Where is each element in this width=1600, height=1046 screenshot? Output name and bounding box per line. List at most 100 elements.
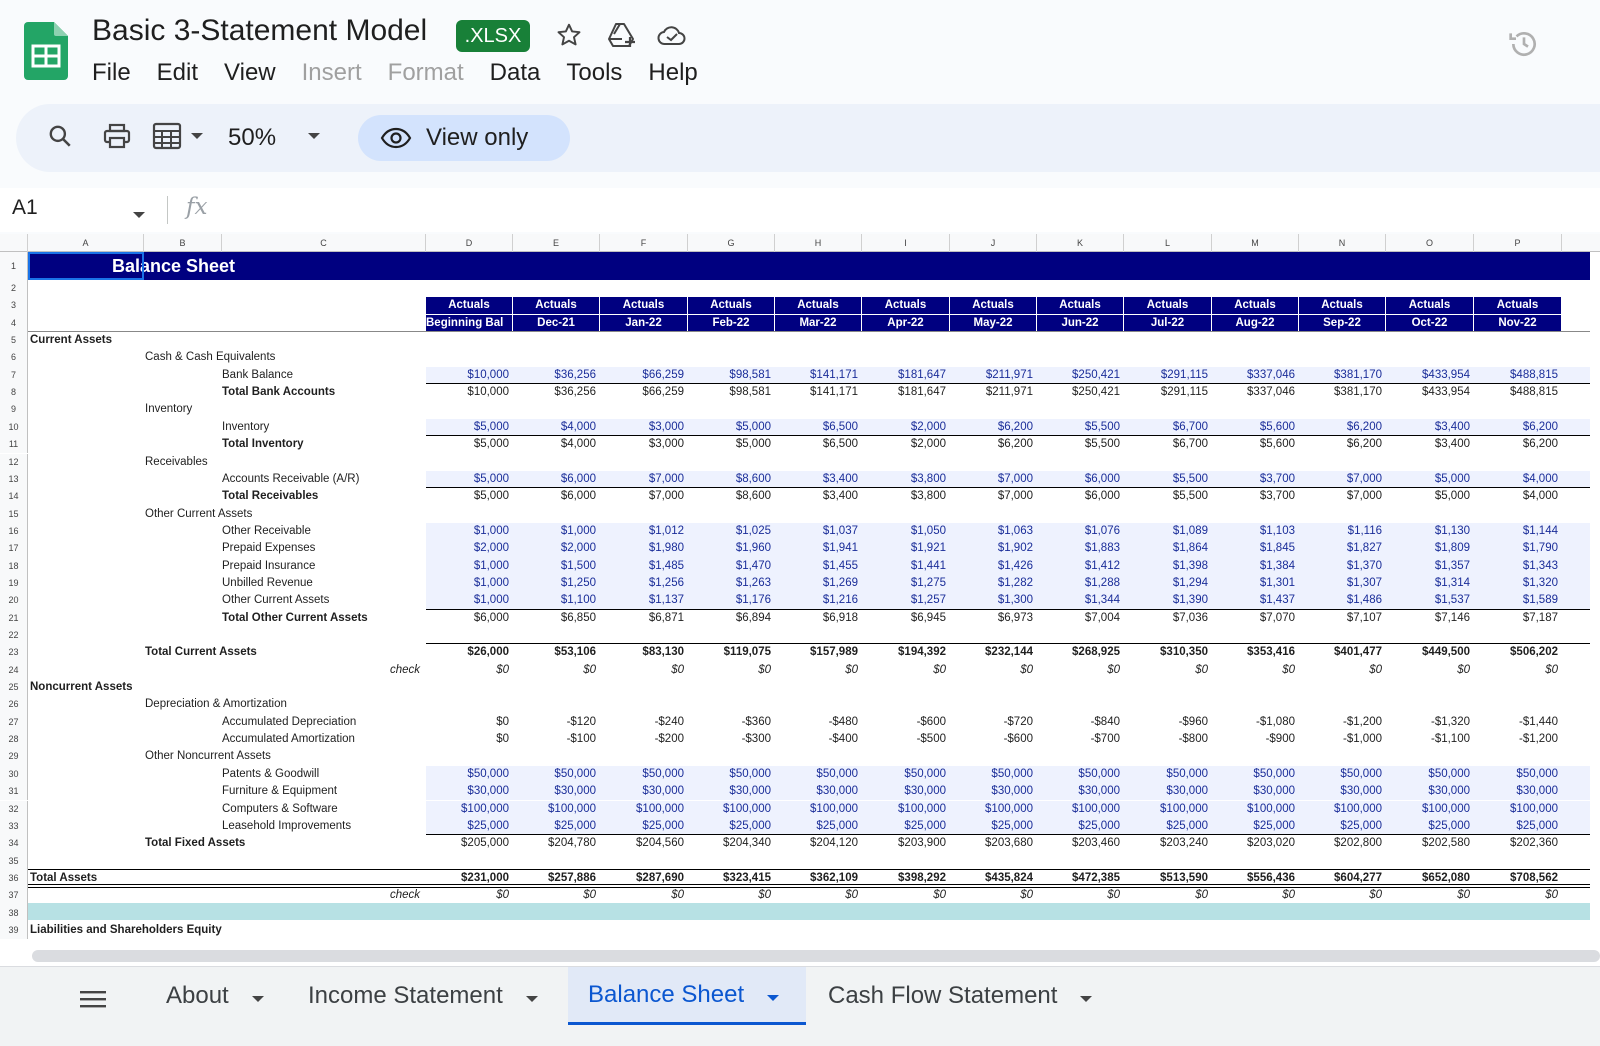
row-label[interactable]: Inventory xyxy=(222,420,270,433)
value-cell[interactable]: $50,000 xyxy=(554,767,596,780)
value-cell[interactable]: $1,307 xyxy=(1346,576,1382,589)
value-cell[interactable]: -$500 xyxy=(916,733,946,746)
value-cell[interactable]: -$600 xyxy=(916,715,946,728)
value-cell[interactable]: $708,562 xyxy=(1510,871,1558,884)
value-cell[interactable]: $10,000 xyxy=(467,386,509,399)
value-cell[interactable]: -$800 xyxy=(1178,733,1208,746)
value-cell[interactable]: $1,314 xyxy=(1434,576,1470,589)
value-cell[interactable]: $25,000 xyxy=(1253,819,1295,832)
value-cell[interactable]: $100,000 xyxy=(461,802,509,815)
menu-tools[interactable]: Tools xyxy=(566,59,623,86)
row-label[interactable]: Current Assets xyxy=(30,334,113,347)
row-label[interactable]: Liabilities and Shareholders Equity xyxy=(30,923,222,936)
row-label[interactable]: Accounts Receivable (A/R) xyxy=(222,472,360,485)
value-cell[interactable]: $30,000 xyxy=(1253,785,1295,798)
value-cell[interactable]: $6,200 xyxy=(1346,438,1382,451)
row-header-2[interactable]: 2 xyxy=(0,280,28,298)
row-header-6[interactable]: 6 xyxy=(0,349,28,367)
value-cell[interactable]: $1,176 xyxy=(735,594,771,607)
value-cell[interactable]: $100,000 xyxy=(985,802,1033,815)
value-cell[interactable]: $2,000 xyxy=(910,420,946,433)
header-actuals-cell[interactable]: Actuals xyxy=(1386,297,1474,315)
value-cell[interactable]: $50,000 xyxy=(729,767,771,780)
value-cell[interactable]: $6,871 xyxy=(648,611,684,624)
value-cell[interactable]: $203,680 xyxy=(985,837,1033,850)
row-label[interactable]: Other Receivable xyxy=(222,524,311,537)
value-cell[interactable]: $433,954 xyxy=(1422,386,1470,399)
row-label[interactable]: Total Assets xyxy=(30,871,98,884)
row-header-35[interactable]: 35 xyxy=(0,852,28,870)
value-cell[interactable]: $30,000 xyxy=(904,785,946,798)
value-cell[interactable]: $203,460 xyxy=(1072,837,1120,850)
column-header-a[interactable]: A xyxy=(28,234,144,252)
value-cell[interactable]: $0 xyxy=(1545,663,1558,676)
value-cell[interactable]: $1,384 xyxy=(1259,559,1295,572)
value-cell[interactable]: $119,075 xyxy=(723,646,771,659)
tab-cash-flow-statement[interactable]: Cash Flow Statement xyxy=(808,967,1118,1025)
value-cell[interactable]: $1,320 xyxy=(1522,576,1558,589)
value-cell[interactable]: $202,360 xyxy=(1510,837,1558,850)
value-cell[interactable]: $0 xyxy=(496,715,509,728)
value-cell[interactable]: $291,115 xyxy=(1160,368,1208,381)
value-cell[interactable]: $3,800 xyxy=(910,490,946,503)
value-cell[interactable]: $5,000 xyxy=(735,420,771,433)
value-cell[interactable]: $50,000 xyxy=(1166,767,1208,780)
value-cell[interactable]: $26,000 xyxy=(467,646,509,659)
value-cell[interactable]: $5,500 xyxy=(1172,490,1208,503)
value-cell[interactable]: $0 xyxy=(845,889,858,902)
value-cell[interactable]: $25,000 xyxy=(1166,819,1208,832)
value-cell[interactable]: $1,960 xyxy=(735,542,771,555)
value-cell[interactable]: $1,902 xyxy=(997,542,1033,555)
value-cell[interactable]: $1,269 xyxy=(822,576,858,589)
value-cell[interactable]: $506,202 xyxy=(1510,646,1558,659)
value-cell[interactable]: $6,200 xyxy=(1522,420,1558,433)
row-label[interactable]: Noncurrent Assets xyxy=(30,681,133,694)
value-cell[interactable]: $30,000 xyxy=(991,785,1033,798)
value-cell[interactable]: $30,000 xyxy=(642,785,684,798)
value-cell[interactable]: $2,000 xyxy=(910,438,946,451)
value-cell[interactable]: $98,581 xyxy=(729,368,771,381)
value-cell[interactable]: $6,850 xyxy=(560,611,596,624)
name-box[interactable]: A1 xyxy=(12,196,38,219)
value-cell[interactable]: $50,000 xyxy=(1340,767,1382,780)
value-cell[interactable]: $8,600 xyxy=(735,490,771,503)
value-cell[interactable]: $50,000 xyxy=(1253,767,1295,780)
row-header-1[interactable]: 1 xyxy=(0,252,28,280)
value-cell[interactable]: $1,589 xyxy=(1522,594,1558,607)
value-cell[interactable]: $7,187 xyxy=(1522,611,1558,624)
value-cell[interactable]: $513,590 xyxy=(1160,871,1208,884)
header-actuals-cell[interactable]: Actuals xyxy=(1299,297,1386,315)
row-header-15[interactable]: 15 xyxy=(0,505,28,523)
chevron-down-icon[interactable] xyxy=(766,981,780,1009)
row-label[interactable]: Furniture & Equipment xyxy=(222,785,338,798)
row-label[interactable]: Total Inventory xyxy=(222,438,304,451)
name-box-chevron-down-icon[interactable] xyxy=(132,206,146,224)
value-cell[interactable]: $6,200 xyxy=(1346,420,1382,433)
header-period-cell[interactable]: Jun-22 xyxy=(1037,314,1124,332)
zoom-chevron-down-icon[interactable] xyxy=(306,130,322,142)
value-cell[interactable]: $25,000 xyxy=(1516,819,1558,832)
value-cell[interactable]: $1,398 xyxy=(1172,559,1208,572)
header-period-cell[interactable]: Jan-22 xyxy=(600,314,688,332)
format-table-dropdown[interactable] xyxy=(150,120,206,152)
header-actuals-cell[interactable]: Actuals xyxy=(1037,297,1124,315)
column-header-b[interactable]: B xyxy=(144,234,222,252)
value-cell[interactable]: -$720 xyxy=(1003,715,1033,728)
value-cell[interactable]: $83,130 xyxy=(642,646,684,659)
value-cell[interactable]: $30,000 xyxy=(467,785,509,798)
header-actuals-cell[interactable]: Actuals xyxy=(1474,297,1562,315)
column-header-o[interactable]: O xyxy=(1386,234,1474,252)
value-cell[interactable]: $1,050 xyxy=(910,524,946,537)
value-cell[interactable]: -$480 xyxy=(828,715,858,728)
value-cell[interactable]: $1,025 xyxy=(735,524,771,537)
value-cell[interactable]: $50,000 xyxy=(904,767,946,780)
value-cell[interactable]: -$1,440 xyxy=(1518,715,1558,728)
header-period-cell[interactable]: Oct-22 xyxy=(1386,314,1474,332)
header-period-cell[interactable]: Jul-22 xyxy=(1124,314,1212,332)
value-cell[interactable]: $291,115 xyxy=(1160,386,1208,399)
value-cell[interactable]: $7,000 xyxy=(648,472,684,485)
value-cell[interactable]: $30,000 xyxy=(1340,785,1382,798)
value-cell[interactable]: $5,000 xyxy=(1434,490,1470,503)
value-cell[interactable]: $100,000 xyxy=(636,802,684,815)
